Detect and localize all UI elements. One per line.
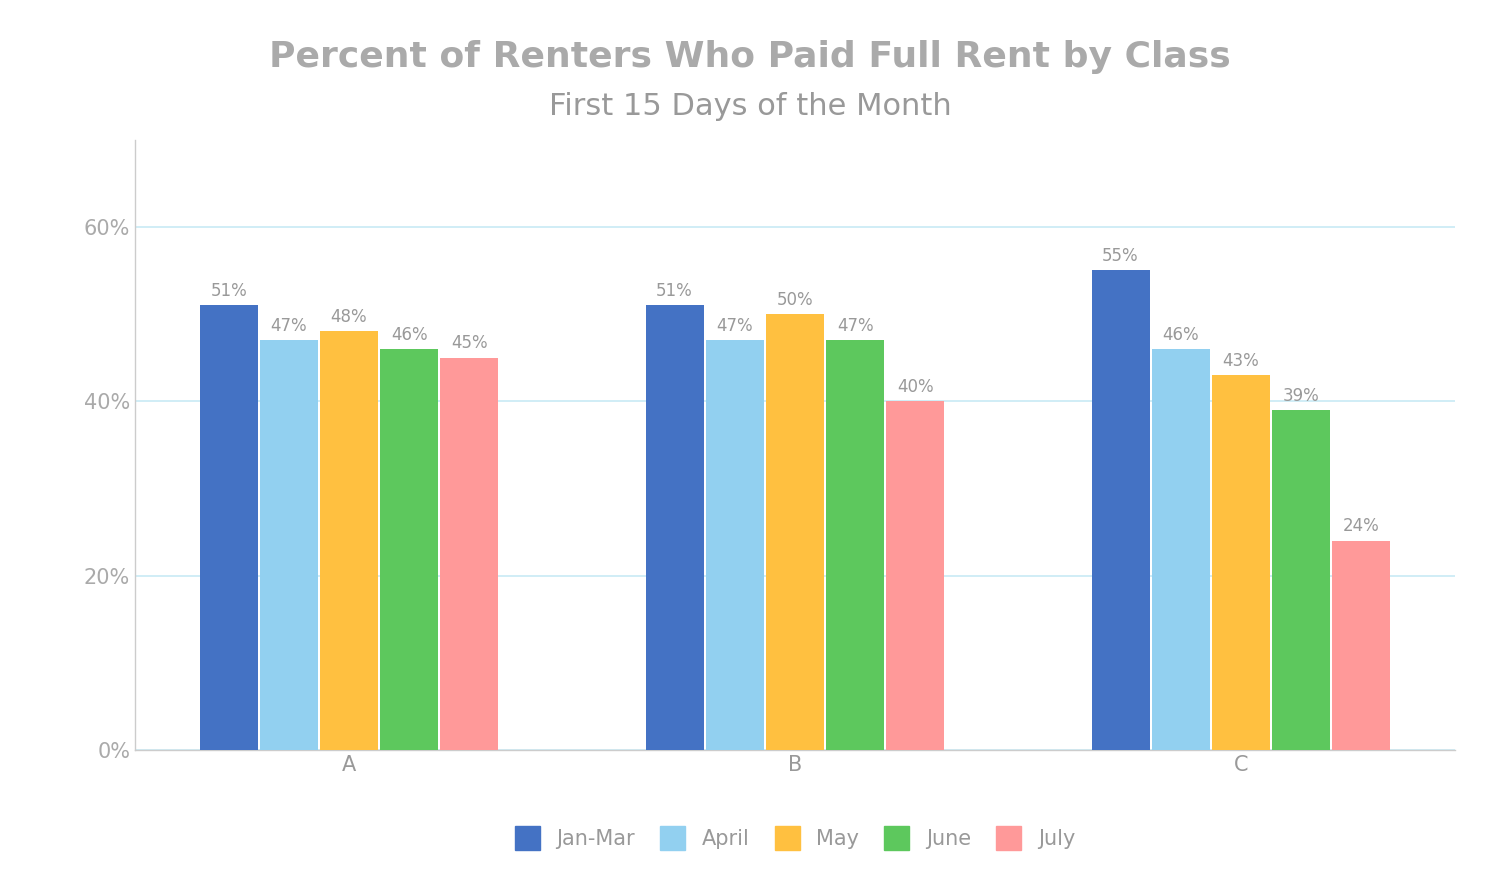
Legend: Jan-Mar, April, May, June, July: Jan-Mar, April, May, June, July [504, 815, 1086, 860]
Bar [645, 305, 704, 750]
Bar [441, 358, 498, 750]
Bar [766, 314, 824, 750]
Bar [320, 331, 378, 750]
Bar [706, 340, 764, 750]
Bar [886, 401, 945, 750]
Text: 51%: 51% [210, 282, 248, 300]
Text: 46%: 46% [392, 325, 427, 344]
Text: 55%: 55% [1102, 247, 1138, 265]
Text: First 15 Days of the Month: First 15 Days of the Month [549, 92, 951, 121]
Text: 43%: 43% [1222, 351, 1260, 370]
Text: 39%: 39% [1282, 386, 1320, 405]
Bar [827, 340, 884, 750]
Bar [1152, 349, 1209, 750]
Bar [1272, 410, 1330, 750]
Text: 48%: 48% [330, 308, 368, 326]
Bar [1332, 541, 1390, 750]
Text: 47%: 47% [270, 317, 308, 335]
Bar [1092, 270, 1149, 750]
Bar [260, 340, 318, 750]
Text: 40%: 40% [897, 378, 933, 396]
Text: 46%: 46% [1162, 325, 1198, 344]
Bar [200, 305, 258, 750]
Bar [381, 349, 438, 750]
Bar [1212, 375, 1270, 750]
Text: 50%: 50% [777, 290, 813, 309]
Text: 45%: 45% [452, 334, 488, 352]
Text: 47%: 47% [837, 317, 873, 335]
Text: 47%: 47% [717, 317, 753, 335]
Text: 24%: 24% [1342, 517, 1380, 535]
Text: 51%: 51% [656, 282, 693, 300]
Text: Percent of Renters Who Paid Full Rent by Class: Percent of Renters Who Paid Full Rent by… [268, 40, 1232, 73]
